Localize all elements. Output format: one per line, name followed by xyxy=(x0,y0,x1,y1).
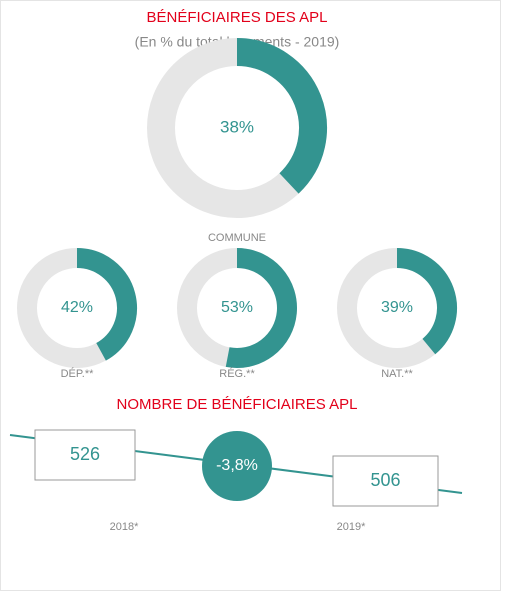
donut-value: 39% xyxy=(381,299,413,316)
change-text: -3,8% xyxy=(216,457,258,474)
value-text: 526 xyxy=(70,444,100,464)
donut-value: 38% xyxy=(220,117,254,136)
donut-label: NAT.** xyxy=(381,368,413,380)
donut-arc xyxy=(236,38,327,194)
donut-value: 53% xyxy=(221,299,253,316)
section-title: NOMBRE DE BÉNÉFICIAIRES APL xyxy=(117,396,358,413)
donut-arc xyxy=(76,248,137,361)
donut-value: 42% xyxy=(61,299,93,316)
year-label: 2019* xyxy=(337,521,366,533)
value-box xyxy=(34,429,136,481)
donut-arc xyxy=(396,248,457,355)
value-text: 506 xyxy=(370,470,400,490)
change-badge xyxy=(202,431,272,501)
year-label: 2018* xyxy=(110,521,139,533)
donut-label: COMMUNE xyxy=(208,232,266,244)
title: BÉNÉFICIAIRES DES APL xyxy=(147,9,328,26)
value-box xyxy=(332,455,439,507)
donut-label: RÉG.** xyxy=(219,367,255,380)
donut-arc xyxy=(225,248,297,368)
donut-label: DÉP.** xyxy=(61,367,95,380)
